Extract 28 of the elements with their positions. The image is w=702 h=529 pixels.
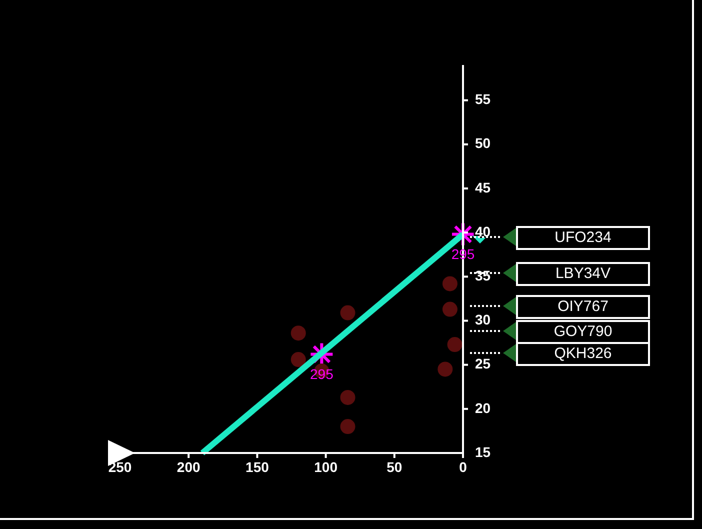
- y-tick-label: 50: [475, 135, 491, 152]
- text: GOY790: [516, 320, 650, 344]
- y-tick-label: 30: [475, 312, 491, 328]
- point: [290, 326, 306, 341]
- x-tick-label: 200: [176, 458, 200, 475]
- point: [340, 305, 356, 320]
- y-tick-label: 20: [475, 400, 491, 416]
- y-tick-label: 45: [475, 179, 491, 196]
- x-tick-label: 50: [386, 458, 402, 475]
- point: [447, 337, 462, 352]
- x-tick-label: 0: [459, 458, 468, 475]
- y-tick-label: 55: [475, 91, 491, 108]
- y-tick-label: 15: [475, 444, 491, 460]
- text: OIY767: [516, 295, 650, 319]
- point: [438, 362, 453, 377]
- x-tick-label: 100: [314, 458, 338, 475]
- point: [340, 419, 356, 434]
- text: QKH326: [516, 342, 650, 366]
- x-tick-label: 150: [246, 458, 270, 475]
- text: LBY34V: [516, 262, 650, 286]
- point: [340, 390, 356, 405]
- point: [290, 352, 306, 368]
- y-tick-label: 35: [475, 267, 491, 284]
- point: [442, 302, 458, 317]
- text: UFO234: [516, 226, 650, 250]
- annotation: 295: [310, 366, 334, 382]
- point: [442, 276, 458, 292]
- y-tick-label: 25: [475, 356, 491, 372]
